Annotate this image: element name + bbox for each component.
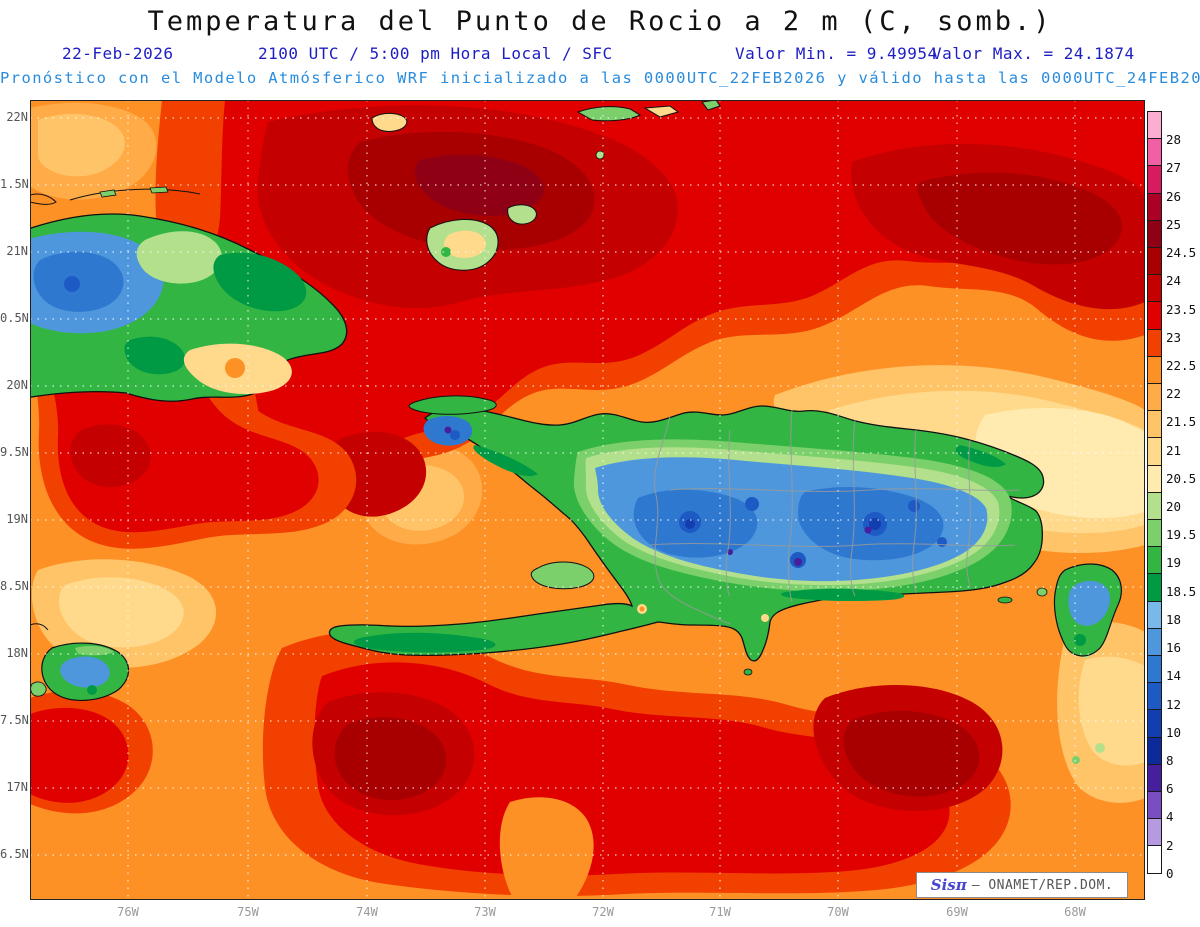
y-axis-label: 9.5N: [0, 445, 29, 459]
colorbar-tick-label: 21: [1166, 442, 1182, 458]
colorbar-tick-label: 27: [1166, 160, 1182, 176]
colorbar-segment: [1147, 709, 1162, 738]
colorbar-segment: [1147, 111, 1162, 140]
colorbar-tick-label: 20.5: [1166, 470, 1197, 486]
ocean-shading: [28, 100, 1145, 900]
valid-time: 2100 UTC / 5:00 pm Hora Local / SFC: [258, 44, 613, 63]
sispi-logo: Sisπ: [930, 876, 967, 894]
colorbar-tick-label: 28: [1166, 132, 1182, 148]
x-axis-label: 69W: [946, 905, 968, 919]
y-axis-label: 19N: [6, 512, 28, 526]
colorbar-segment: [1147, 763, 1162, 793]
colorbar-segment: [1147, 546, 1162, 575]
island-hispaniola: [328, 395, 1048, 676]
y-axis-label: 22N: [6, 110, 28, 124]
colorbar-tick-label: 14: [1166, 668, 1182, 684]
colorbar-segment: [1147, 355, 1162, 385]
colorbar-tick-label: 12: [1166, 696, 1182, 712]
colorbar-tick-label: 20: [1166, 499, 1182, 514]
y-axis-label: 21N: [6, 244, 28, 258]
y-axis-label: 7.5N: [0, 713, 29, 727]
colorbar-segment: [1147, 491, 1162, 521]
colorbar-segment: [1147, 192, 1162, 221]
colorbar-tick-label: 24.5: [1166, 245, 1197, 261]
colorbar-segment: [1147, 627, 1162, 657]
colorbar-tick-label: 10: [1166, 724, 1182, 740]
model-info-line: Pronóstico con el Modelo Atmósferico WRF…: [0, 69, 1200, 87]
colorbar-tick-label: 25: [1166, 216, 1182, 232]
colorbar-segment: [1147, 383, 1162, 412]
colorbar-segment: [1147, 791, 1162, 820]
colorbar-segment: [1147, 138, 1162, 167]
plot-frame: [30, 100, 1145, 900]
colorbar-segment: [1147, 519, 1162, 548]
branding-text: – ONAMET/REP.DOM.: [971, 877, 1114, 893]
colorbar-segment: [1147, 736, 1162, 765]
colorbar-tick-label: 18.5: [1166, 583, 1197, 599]
colorbar-segment: [1147, 682, 1162, 711]
y-axis-label: 17N: [6, 780, 28, 794]
colorbar-segment: [1147, 219, 1162, 249]
colorbar-segment: [1147, 437, 1162, 466]
colorbar-tick-label: 19: [1166, 555, 1182, 571]
colorbar-segment: [1147, 301, 1162, 330]
y-axis-label: 18N: [6, 646, 28, 660]
colorbar-tick-label: 4: [1166, 809, 1174, 825]
colorbar-tick-label: 2: [1166, 837, 1174, 853]
island-jamaica: [29, 623, 130, 701]
colorbar-segment: [1147, 274, 1162, 303]
x-axis-label: 76W: [117, 905, 139, 919]
coastline-fragment: [29, 193, 57, 205]
colorbar-segment: [1147, 655, 1162, 684]
colorbar-tick-label: 26: [1166, 188, 1182, 204]
colorbar-tick-label: 22.5: [1166, 357, 1197, 373]
x-axis-label: 74W: [356, 905, 378, 919]
page-title: Temperatura del Punto de Rocio a 2 m (C,…: [147, 6, 1053, 37]
colorbar-tick-label: 18: [1166, 611, 1182, 627]
colorbar-segment: [1147, 600, 1162, 629]
y-axis-label: 8.5N: [0, 579, 29, 593]
colorbar-segment: [1147, 247, 1162, 276]
x-axis-label: 71W: [709, 905, 731, 919]
y-axis-label: 0.5N: [0, 311, 29, 325]
colorbar-tick-label: 23.5: [1166, 301, 1197, 317]
valid-date: 22-Feb-2026: [62, 44, 174, 63]
colorbar-segment: [1147, 328, 1162, 357]
y-axis-label: 1.5N: [0, 177, 29, 191]
x-axis-label: 70W: [827, 905, 849, 919]
y-axis-label: 20N: [6, 378, 28, 392]
colorbar-tick-label: 21.5: [1166, 414, 1197, 430]
x-axis-label: 75W: [237, 905, 259, 919]
colorbar-tick-label: 6: [1166, 781, 1174, 797]
admin-borders: [649, 409, 1021, 625]
colorbar-tick-label: 0: [1166, 865, 1174, 881]
colorbar-tick-label: 8: [1166, 752, 1174, 768]
colorbar-segment: [1147, 410, 1162, 439]
colorbar-tick-label: 16: [1166, 640, 1182, 656]
island-cuba: [24, 186, 348, 402]
colorbar-segment: [1147, 818, 1162, 847]
y-axis-label: 6.5N: [0, 847, 29, 861]
island-puerto-rico: [1053, 563, 1122, 657]
colorbar-tick-label: 22: [1166, 386, 1182, 402]
map-svg: [24, 99, 1145, 900]
colorbar-segment: [1147, 464, 1162, 493]
colorbar-segment: [1147, 573, 1162, 602]
branding-box: Sisπ – ONAMET/REP.DOM.: [916, 872, 1128, 898]
colorbar-tick-label: 19.5: [1166, 527, 1197, 543]
map-plot-area: [24, 99, 1145, 900]
colorbar: [1147, 111, 1162, 874]
colorbar-segment: [1147, 165, 1162, 194]
min-value-label: Valor Min. = 9.49954: [735, 44, 938, 63]
colorbar-tick-label: 23: [1166, 329, 1182, 345]
x-axis-label: 73W: [474, 905, 496, 919]
x-axis-label: 72W: [592, 905, 614, 919]
colorbar-segment: [1147, 845, 1162, 874]
x-axis-label: 68W: [1064, 905, 1086, 919]
max-value-label: Valor Max. = 24.1874: [932, 44, 1135, 63]
colorbar-tick-label: 24: [1166, 273, 1182, 289]
